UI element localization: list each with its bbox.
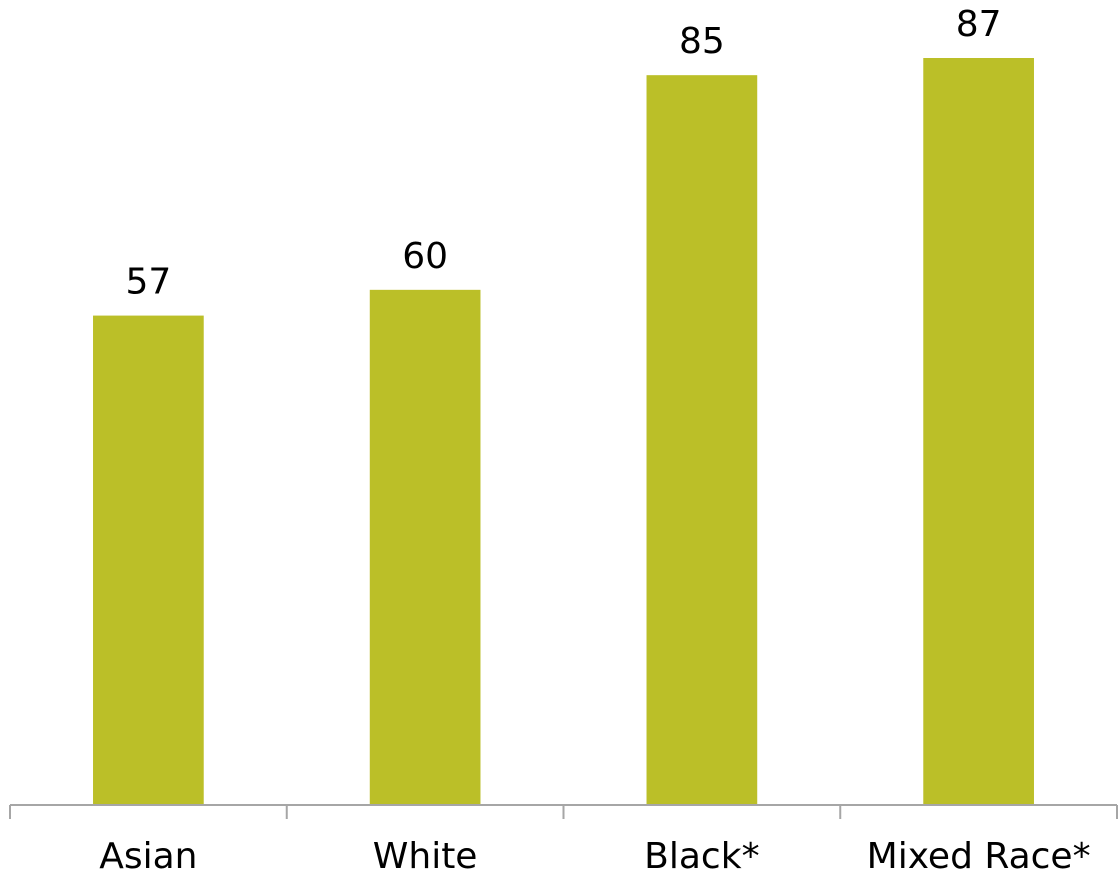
- value-label: 85: [679, 21, 725, 62]
- bar-black: [646, 75, 758, 805]
- bar-mixed-race: [923, 58, 1034, 805]
- bar-asian: [93, 315, 204, 805]
- value-label: 57: [125, 262, 171, 303]
- value-labels-group: 57 60 85 87: [125, 4, 1001, 303]
- x-axis: [9, 804, 1118, 819]
- x-tick-labels-group: Asian White Black* Mixed Race*: [99, 836, 1090, 877]
- x-tick-label: Mixed Race*: [867, 836, 1091, 877]
- bar-white: [369, 289, 481, 805]
- value-label: 60: [402, 236, 448, 277]
- x-tick-label: White: [373, 836, 478, 877]
- value-label: 87: [956, 4, 1002, 45]
- x-tick-label: Asian: [99, 836, 197, 877]
- x-tick-label: Black*: [644, 836, 759, 877]
- bars-group: [93, 58, 1034, 805]
